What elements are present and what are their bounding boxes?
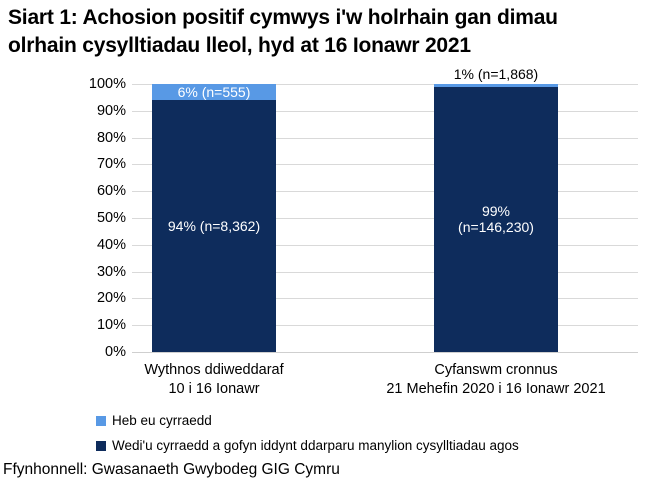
gridline [132, 164, 638, 166]
y-tick-label: 60% [96, 183, 126, 200]
gridline [132, 110, 638, 112]
source-note: Ffynhonnell: Gwasanaeth Gwybodeg GIG Cym… [3, 461, 340, 478]
bar-segment: 6% (n=555) [152, 84, 276, 101]
x-axis-label: Wythnos ddiweddaraf 10 i 16 Ionawr [144, 362, 284, 397]
gridline [132, 352, 638, 353]
y-axis: 100% 90% 80% 70% 60% 50% 40% 30% 20% 10% 0% [0, 76, 126, 360]
legend-item-heb-eu-cyrraedd: Heb eu cyrraedd [96, 413, 519, 428]
plot-area: 6% (n=555) 94% (n=8,362) Wythnos ddiweddar… [132, 66, 638, 397]
gridline [132, 191, 638, 193]
y-tick-label: 80% [96, 129, 126, 146]
gridline [132, 84, 638, 85]
legend-swatch-navy-icon [96, 440, 106, 451]
gridline [132, 218, 638, 219]
bar-segment: 99% (n=146,230) [434, 86, 558, 352]
y-tick-label: 90% [96, 102, 126, 119]
bar-data-label-above: 1% (n=1,868) [453, 66, 539, 82]
gridline [132, 137, 638, 139]
legend-item-wedi-u-cyrraedd: Wedi'u cyrraedd a gofyn iddynt ddarparu … [96, 438, 519, 453]
y-tick-label: 10% [96, 317, 126, 334]
gridline [132, 325, 638, 327]
gridline [132, 298, 638, 300]
y-tick-label: 100% [88, 76, 126, 92]
x-axis-label: Cyfanswm cronnus 21 Mehefin 2020 i 16 Io… [386, 362, 606, 397]
bar-segment: 94% (n=8,362) [152, 100, 276, 352]
y-tick-label: 40% [96, 236, 126, 253]
y-tick-label: 50% [96, 210, 126, 226]
legend-swatch-light-blue-icon [96, 415, 106, 426]
stacked-bar-1: 6% (n=555) 94% (n=8,362) [152, 84, 276, 352]
legend-label-heb-eu-cyrraedd: Heb eu cyrraedd [112, 413, 212, 428]
stacked-bar-2: 1% (n=1,868) 99% (n=146,230) [434, 66, 558, 352]
legend-label-wedi-u-cyrraedd: Wedi'u cyrraedd a gofyn iddynt ddarparu … [112, 438, 519, 453]
bar-segment [434, 84, 558, 87]
y-tick-label: 20% [96, 290, 126, 307]
chart-title: Siart 1: Achosion positif cymwys i'w hol… [8, 6, 558, 57]
y-tick-label: 70% [96, 156, 126, 173]
legend: Heb eu cyrraedd Wedi'u cyrraedd a gofyn … [96, 413, 519, 463]
gridline [132, 271, 638, 273]
y-tick-label: 0% [105, 344, 126, 360]
y-tick-label: 30% [96, 263, 126, 280]
gridline [132, 244, 638, 246]
